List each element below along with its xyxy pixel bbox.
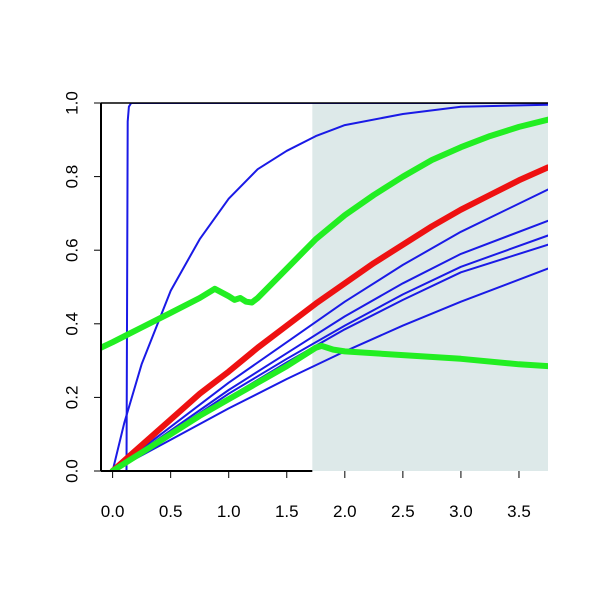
y-tick-label: 0.2 — [62, 386, 81, 410]
x-tick-label: 2.0 — [333, 502, 357, 521]
series-line-red-7 — [109, 164, 548, 471]
x-tick-label: 3.5 — [507, 502, 531, 521]
series-line-green-9 — [109, 342, 548, 471]
series-line-blue-1 — [111, 103, 548, 471]
series-line-green-8 — [101, 116, 548, 351]
y-tick-label: 0.8 — [62, 165, 81, 189]
x-tick-label: 2.5 — [391, 502, 415, 521]
x-tick-label: 3.0 — [449, 502, 473, 521]
y-tick-label: 1.0 — [62, 91, 81, 115]
x-tick-label: 0.5 — [159, 502, 183, 521]
series-line-blue-2 — [111, 188, 548, 471]
y-tick-label: 0.4 — [62, 312, 81, 336]
y-tick-label: 0.0 — [62, 459, 81, 483]
x-tick-label: 1.0 — [217, 502, 241, 521]
y-tick-label: 0.6 — [62, 238, 81, 262]
x-tick-label: 0.0 — [101, 502, 125, 521]
series-line-blue-0 — [125, 103, 548, 471]
x-tick-label: 1.5 — [275, 502, 299, 521]
series-line-blue-3 — [111, 219, 548, 471]
series-line-blue-6 — [111, 267, 548, 471]
